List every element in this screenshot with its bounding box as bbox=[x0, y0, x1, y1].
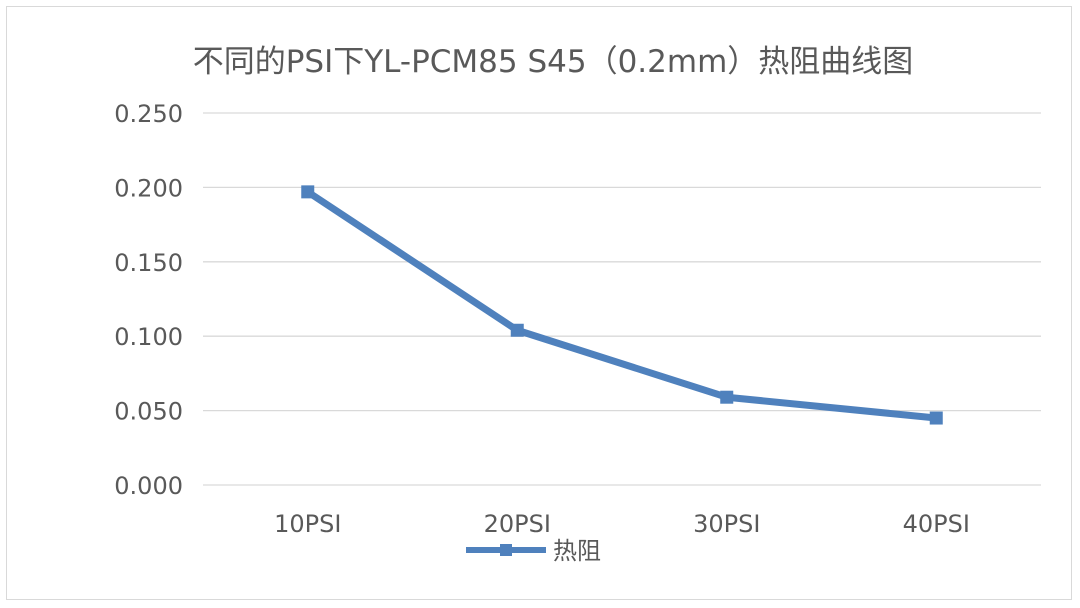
x-tick-label-2: 30PSI bbox=[693, 510, 760, 538]
y-tick-label-0: 0.000 bbox=[114, 472, 183, 500]
legend-label-series: 热阻 bbox=[553, 537, 601, 565]
data-point-0-1 bbox=[510, 323, 524, 337]
chart-title: 不同的PSI下YL-PCM85 S45（0.2mm）热阻曲线图 bbox=[193, 44, 914, 80]
x-tick-label-0: 10PSI bbox=[274, 510, 341, 538]
x-axis-ticks: 10PSI 20PSI 30PSI 40PSI bbox=[274, 510, 970, 538]
data-point-0-2 bbox=[720, 390, 734, 404]
y-tick-label-2: 0.100 bbox=[114, 323, 183, 351]
y-tick-label-1: 0.050 bbox=[114, 398, 183, 426]
data-point-0-0 bbox=[301, 185, 315, 199]
series-line-0 bbox=[304, 188, 940, 422]
x-tick-label-1: 20PSI bbox=[484, 510, 551, 538]
gridlines bbox=[203, 112, 1041, 486]
legend-marker-swatch bbox=[500, 544, 512, 556]
y-tick-label-4: 0.200 bbox=[114, 174, 183, 202]
y-tick-label-5: 0.250 bbox=[114, 100, 183, 128]
x-tick-label-3: 40PSI bbox=[903, 510, 970, 538]
data-point-0-3 bbox=[929, 411, 943, 425]
y-tick-label-3: 0.150 bbox=[114, 249, 183, 277]
y-axis-ticks: 0.000 0.050 0.100 0.150 0.200 0.250 bbox=[114, 100, 183, 500]
series-layer bbox=[301, 185, 943, 425]
legend: 热阻 bbox=[466, 537, 601, 565]
chart-frame bbox=[6, 6, 1072, 600]
